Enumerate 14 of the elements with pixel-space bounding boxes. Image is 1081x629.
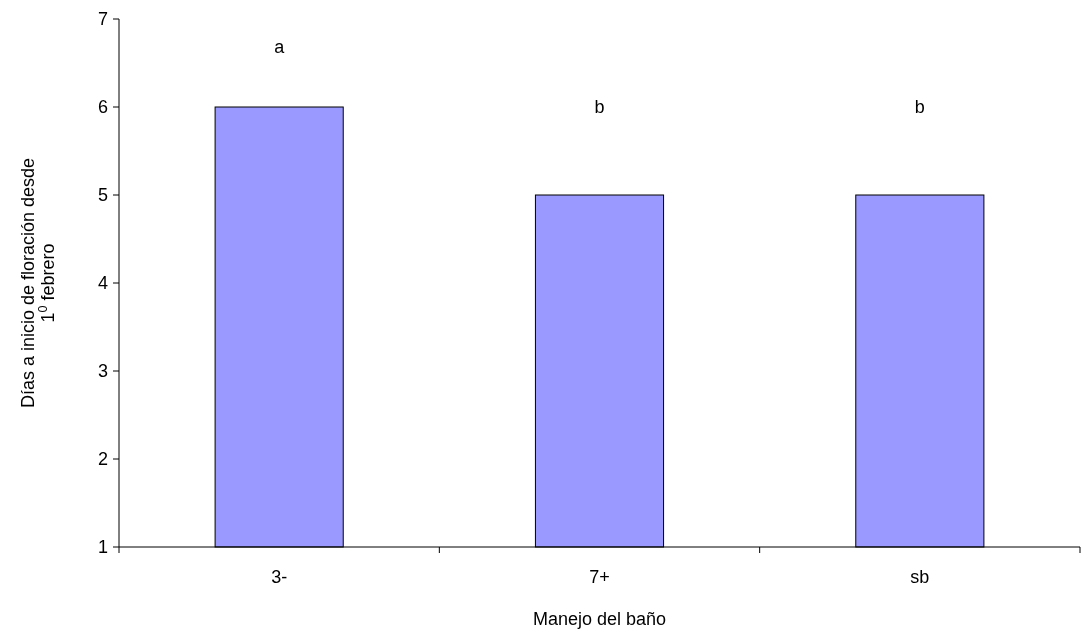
x-axis-title: Manejo del baño — [532, 609, 667, 629]
y-tick-label: 5 — [97, 185, 108, 206]
y-tick-label: 3 — [97, 361, 108, 382]
y-tick-label: 6 — [97, 97, 108, 118]
y-tick-label: 7 — [97, 9, 108, 30]
y-tick-label: 1 — [97, 537, 108, 558]
y-tick-label: 2 — [97, 449, 108, 470]
y-tick-label: 4 — [97, 273, 108, 294]
annotation: a — [274, 37, 286, 58]
annotation: b — [914, 97, 925, 118]
x-tick-label: 7+ — [589, 567, 610, 587]
x-tick-label: 3- — [271, 567, 288, 587]
x-tick-label: sb — [910, 567, 930, 587]
annotation: b — [594, 97, 605, 118]
